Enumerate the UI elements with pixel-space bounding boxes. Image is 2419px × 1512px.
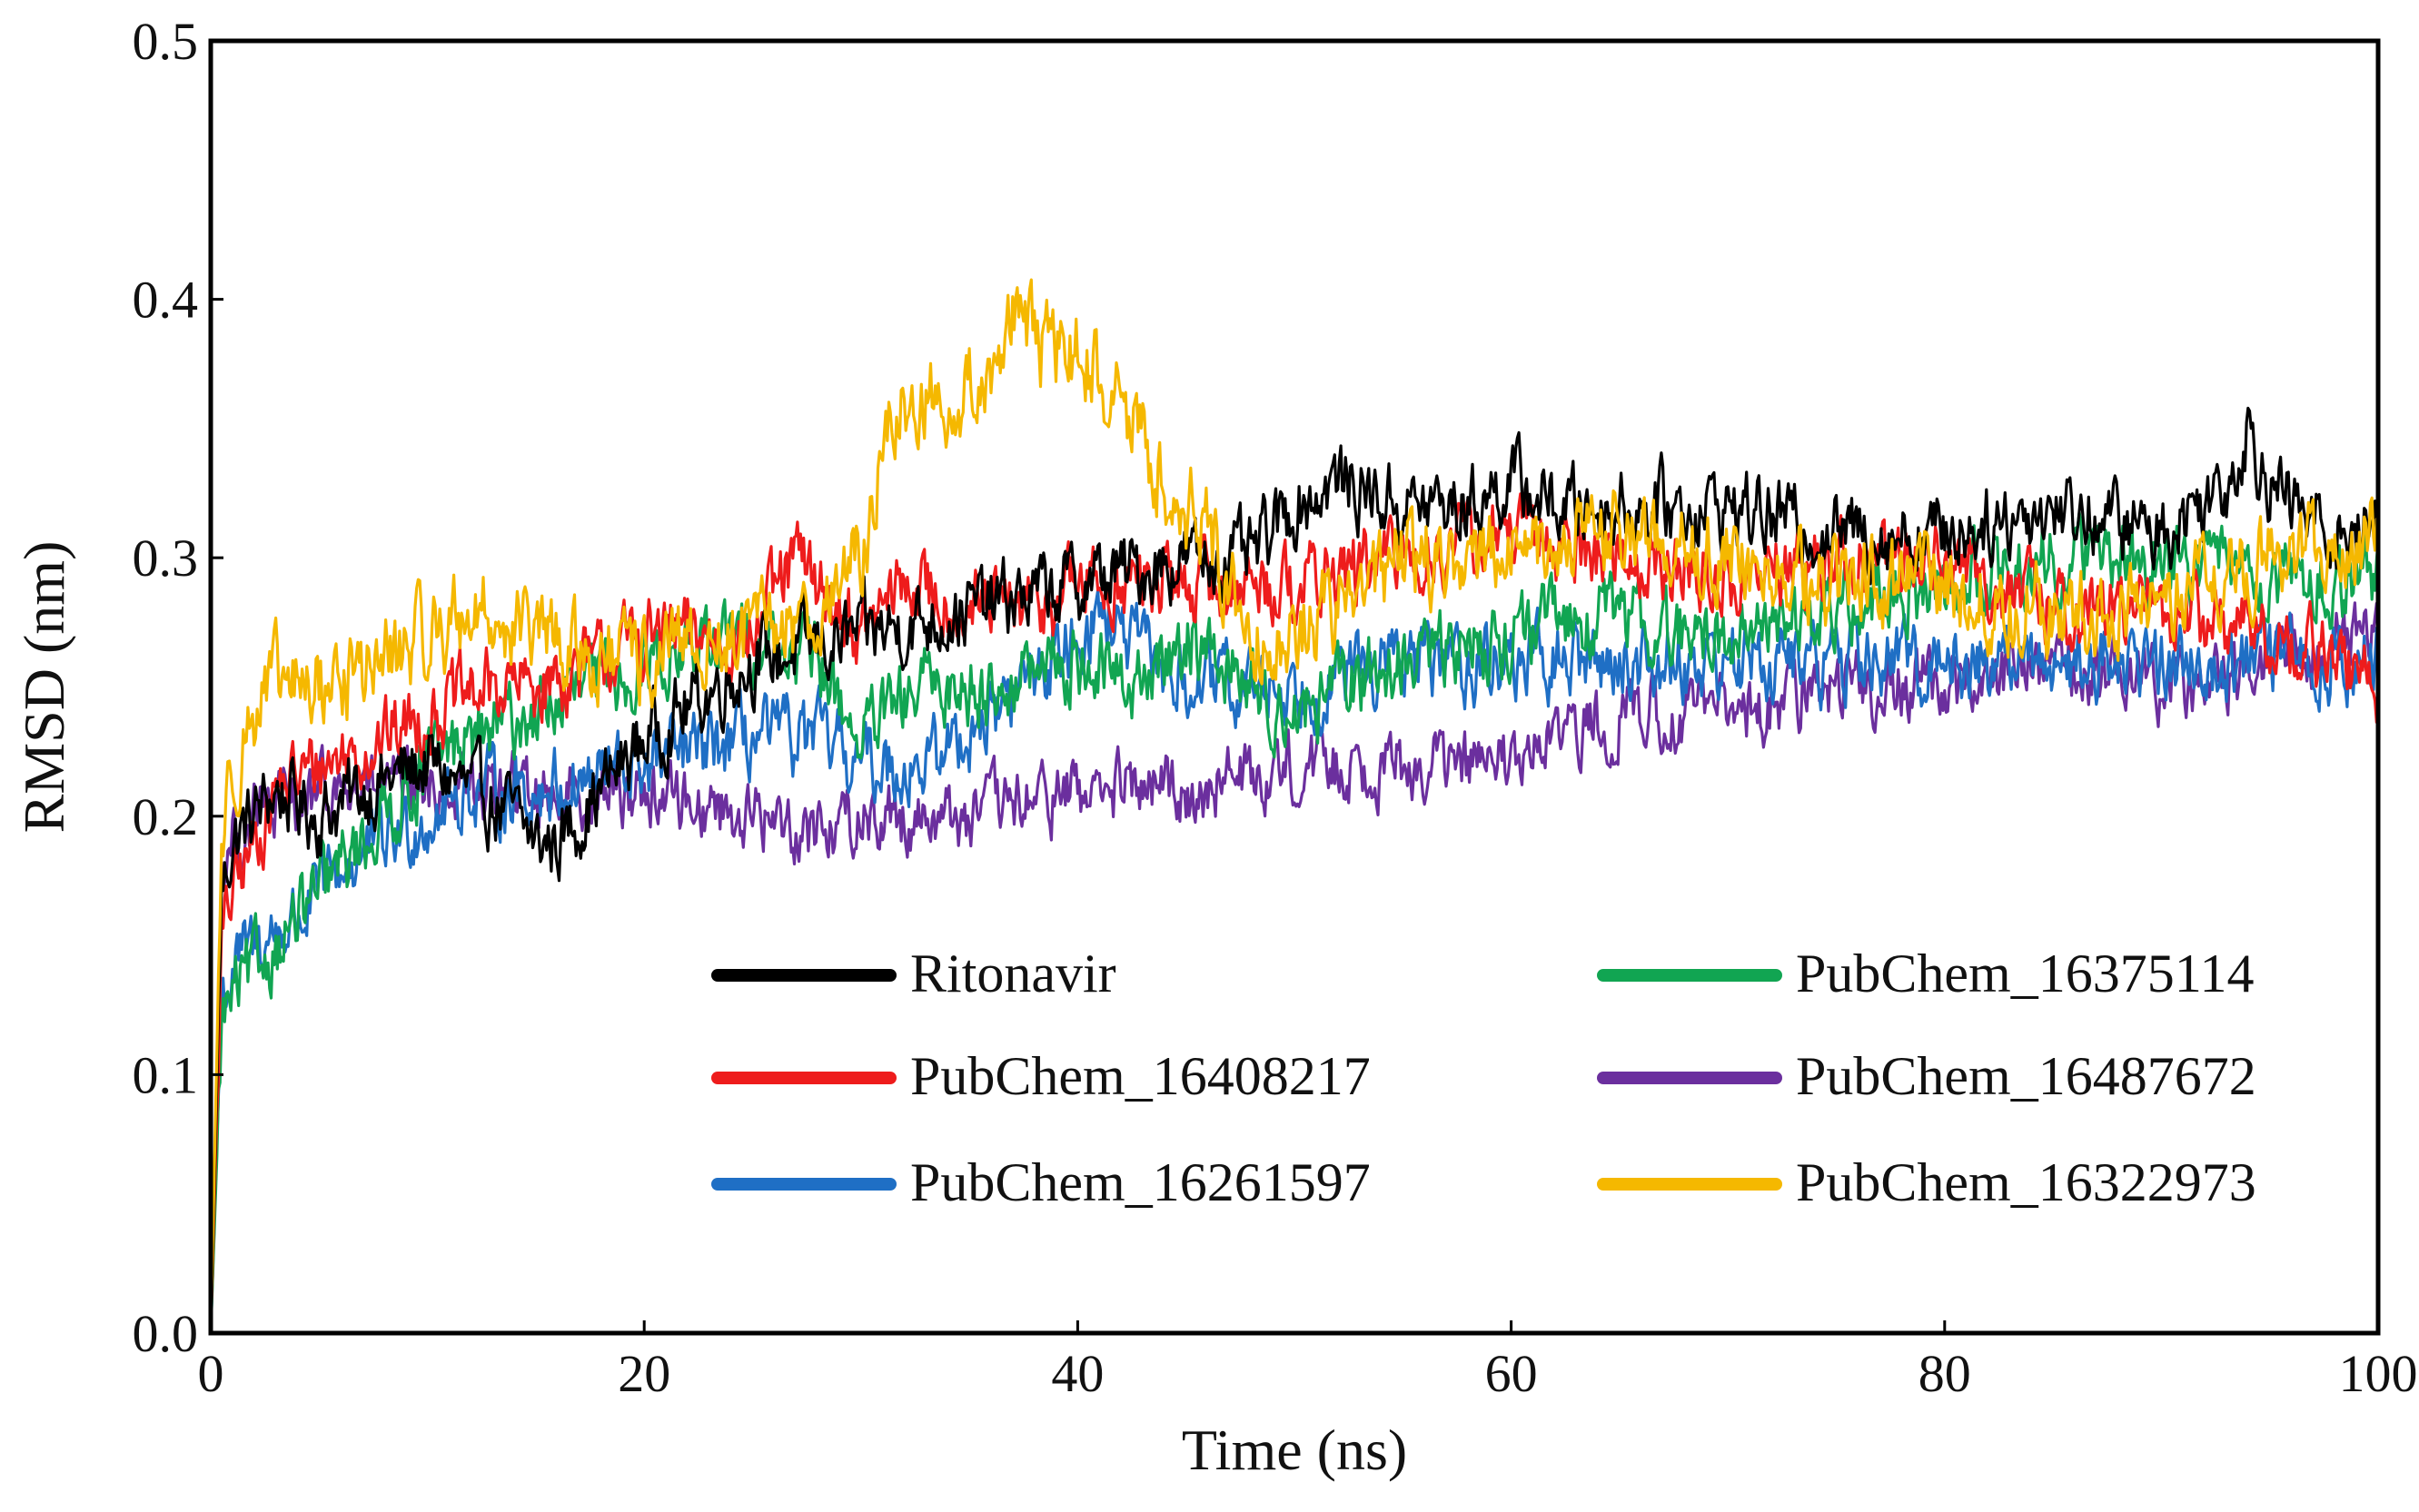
y-tick-label: 0.4 xyxy=(133,271,199,330)
x-tick-label: 20 xyxy=(618,1344,670,1403)
x-tick-label: 60 xyxy=(1485,1344,1538,1403)
x-axis-title: Time (ns) xyxy=(1182,1418,1407,1482)
legend-label: Ritonavir xyxy=(910,944,1116,1003)
series-line-pubchem-16261597 xyxy=(209,588,2380,1334)
legend-label: PubChem_16261597 xyxy=(910,1152,1371,1212)
y-tick-label: 0.1 xyxy=(133,1045,199,1104)
legend-label: PubChem_16322973 xyxy=(1796,1152,2256,1212)
axis-ticks: 0 20 40 60 80 100 0.0 0.1 0.2 0.3 0.4 0.5 xyxy=(133,12,2418,1403)
series-line-ritonavir xyxy=(209,406,2380,1334)
x-tick-label: 0 xyxy=(198,1344,224,1403)
y-tick-label: 0.2 xyxy=(133,787,199,846)
plot-frame xyxy=(208,38,2381,1336)
legend-label: PubChem_16487672 xyxy=(1796,1046,2256,1106)
x-tick-label: 40 xyxy=(1051,1344,1104,1403)
series-layer xyxy=(209,278,2380,1334)
x-tick-label: 100 xyxy=(2339,1344,2418,1403)
legend-label: PubChem_16375114 xyxy=(1796,944,2254,1003)
legend-label: PubChem_16408217 xyxy=(910,1046,1371,1106)
y-axis-title: RMSD (nm) xyxy=(12,541,76,834)
x-tick-label: 80 xyxy=(1918,1344,1971,1403)
series-line-pubchem-16322973 xyxy=(209,278,2380,1334)
legend: Ritonavir PubChem_16408217 PubChem_1626159… xyxy=(711,944,2256,1212)
y-tick-label: 0.5 xyxy=(133,12,199,71)
y-tick-label: 0.0 xyxy=(133,1304,199,1363)
y-tick-label: 0.3 xyxy=(133,529,199,588)
